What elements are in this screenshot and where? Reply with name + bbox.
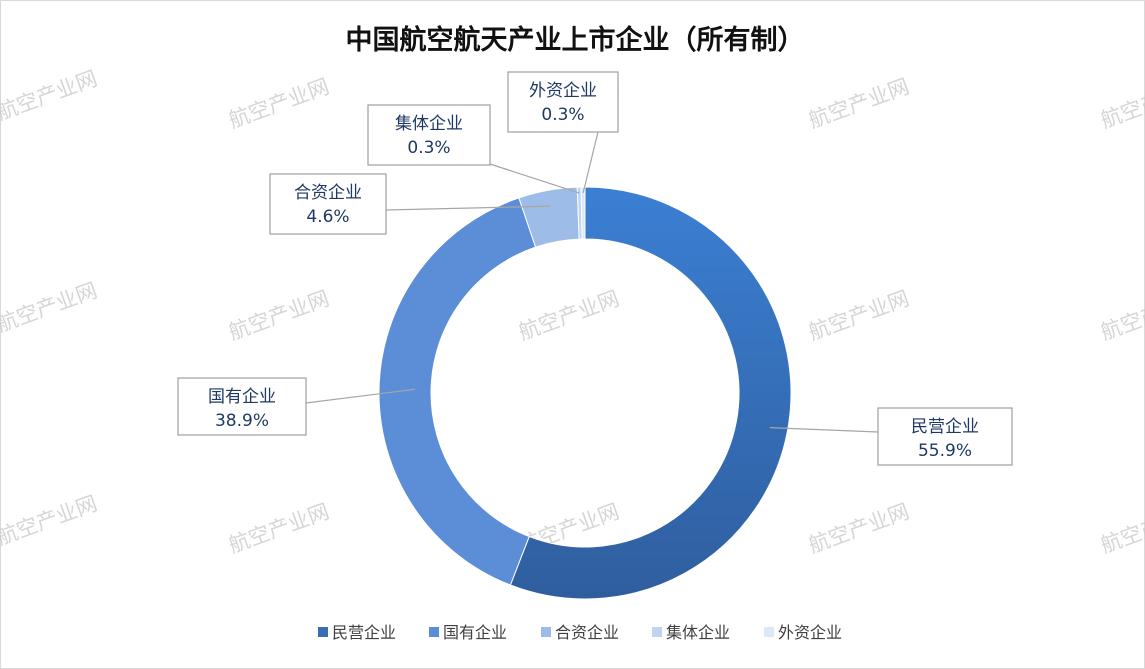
- chart-title: 中国航空航天产业上市企业（所有制）: [346, 24, 805, 56]
- legend: 民营企业 国有企业 合资企业 集体企业 外资企业: [318, 623, 842, 642]
- callout-category-label: 合资企业: [294, 183, 362, 203]
- legend-label: 合资企业: [555, 623, 619, 642]
- slice-private: [509, 186, 792, 600]
- legend-label: 国有企业: [443, 623, 507, 642]
- watermark-text: 航空产业网: [806, 286, 913, 344]
- callout-box: [177, 377, 307, 436]
- callout-value-label: 55.9%: [918, 441, 972, 461]
- callout-category-label: 民营企业: [911, 417, 979, 437]
- legend-swatch: [652, 627, 662, 637]
- legend-swatch: [764, 627, 774, 637]
- slice-foreign: [580, 186, 586, 240]
- watermark-text: 航空产业网: [226, 74, 333, 132]
- legend-swatch: [541, 627, 551, 637]
- callout-value-label: 0.3%: [407, 138, 450, 158]
- leader-line: [582, 131, 599, 194]
- callout-box: [269, 173, 387, 235]
- callout-value-label: 38.9%: [215, 411, 269, 431]
- callout-category-label: 集体企业: [395, 114, 463, 134]
- watermark-text: 航空产业网: [1098, 499, 1145, 557]
- watermark-text: 航空产业网: [0, 491, 100, 549]
- callout-box: [877, 407, 1013, 466]
- callout-value-label: 4.6%: [306, 207, 349, 227]
- legend-swatch: [429, 627, 439, 637]
- legend-label: 民营企业: [332, 623, 396, 642]
- legend-label: 集体企业: [666, 623, 730, 642]
- donut-slices: [378, 186, 792, 600]
- leader-line: [489, 163, 580, 194]
- watermark-text: 航空产业网: [806, 74, 913, 132]
- legend-swatch: [318, 627, 328, 637]
- data-callouts: 民营企业 55.9% 国有企业 38.9% 合资企业 4.6% 集体企业 0.3% 外资企业 0.…: [177, 71, 1013, 466]
- slice-state-owned: [378, 197, 537, 586]
- watermark-text: 航空产业网: [226, 499, 333, 557]
- watermark-text: 航空产业网: [0, 278, 100, 336]
- leader-line: [385, 205, 551, 211]
- callout-value-label: 0.3%: [541, 105, 584, 125]
- watermark-text: 航空产业网: [1098, 286, 1145, 344]
- watermark-text: 航空产业网: [516, 286, 623, 344]
- watermark-text: 航空产业网: [226, 286, 333, 344]
- watermark-text: 航空产业网: [1098, 74, 1145, 132]
- callout-category-label: 国有企业: [208, 387, 276, 407]
- callout-box: [507, 71, 619, 133]
- leader-line: [305, 388, 416, 404]
- callout-box: [367, 104, 491, 166]
- legend-label: 外资企业: [778, 623, 842, 642]
- callout-category-label: 外资企业: [529, 81, 597, 101]
- leader-line: [769, 427, 879, 433]
- watermark-text: 航空产业网: [806, 499, 913, 557]
- watermark-text: 航空产业网: [0, 66, 100, 124]
